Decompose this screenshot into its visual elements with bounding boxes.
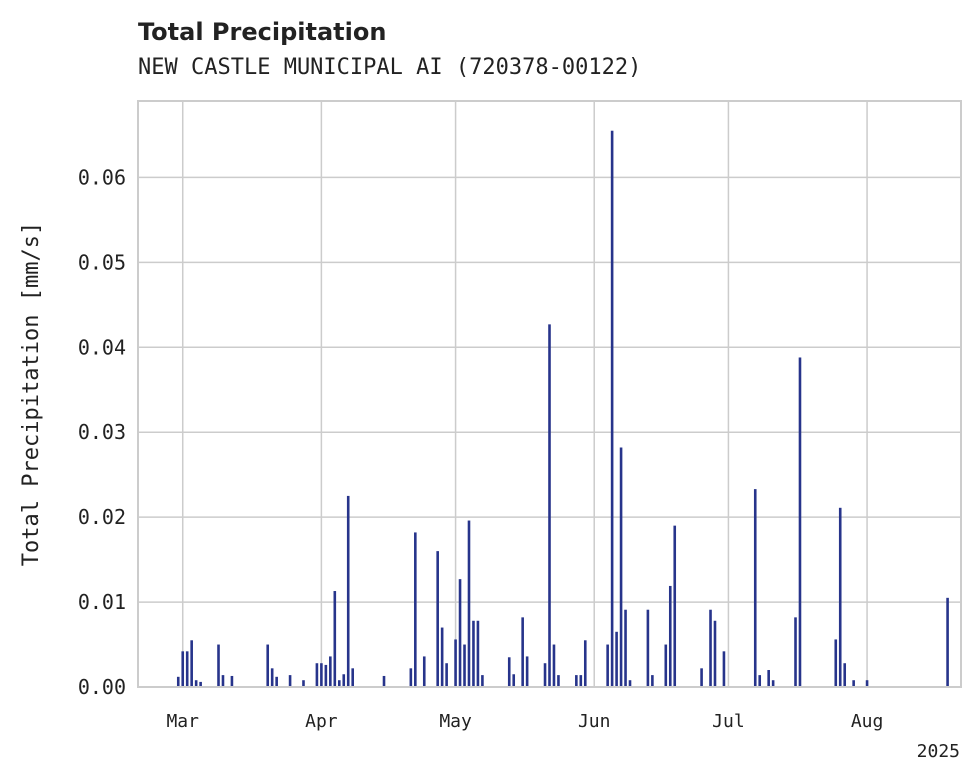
precipitation-bar — [436, 551, 439, 687]
precipitation-bar — [583, 640, 587, 687]
precipitation-bar — [199, 681, 202, 687]
bar-series — [176, 130, 949, 688]
precipitation-bar — [467, 520, 471, 687]
precipitation-bar — [557, 675, 560, 687]
chart-title: Total Precipitation — [138, 18, 386, 46]
precipitation-bar — [445, 663, 448, 687]
precipitation-bar — [664, 644, 668, 687]
precipitation-bar — [651, 675, 654, 687]
precipitation-bar — [700, 668, 703, 687]
precipitation-bar — [838, 507, 842, 687]
year-label: 2025 — [917, 741, 960, 762]
precipitation-bar — [543, 663, 547, 687]
precipitation-bar — [753, 489, 757, 687]
precipitation-bar — [552, 644, 556, 687]
precipitation-bar — [709, 609, 712, 687]
precipitation-bar — [843, 663, 847, 687]
precipitation-bar — [230, 675, 234, 687]
y-tick-label: 0.04 — [78, 335, 126, 359]
precipitation-bar — [624, 609, 627, 687]
precipitation-bar — [463, 644, 466, 687]
precipitation-bar — [194, 680, 198, 687]
precipitation-bar — [458, 579, 462, 687]
precipitation-bar — [351, 668, 354, 687]
precipitation-bar — [185, 651, 189, 687]
precipitation-bar — [181, 651, 185, 687]
precipitation-bar — [320, 663, 323, 687]
precipitation-bar — [512, 674, 516, 687]
precipitation-bar — [409, 668, 413, 687]
precipitation-bar — [521, 617, 524, 687]
precipitation-bar — [865, 680, 869, 687]
precipitation-bar — [315, 663, 319, 687]
precipitation-bar — [270, 668, 274, 687]
precipitation-bar — [217, 644, 220, 687]
chart-subtitle: NEW CASTLE MUNICIPAL AI (720378-00122) — [138, 55, 641, 80]
precipitation-bar — [771, 680, 775, 687]
precipitation-bar — [794, 617, 797, 687]
precipitation-bar — [481, 675, 484, 687]
x-tick-label: Aug — [851, 711, 884, 732]
y-tick-label: 0.02 — [78, 505, 126, 529]
precipitation-bar — [628, 680, 632, 687]
precipitation-bar — [414, 532, 417, 687]
precipitation-bar — [646, 609, 650, 687]
precipitation-bar — [834, 639, 838, 687]
precipitation-bar — [758, 675, 762, 687]
precipitation-bar — [575, 675, 578, 687]
precipitation-bar — [422, 656, 426, 687]
precipitation-bar — [176, 676, 180, 687]
precipitation-bar — [266, 644, 270, 687]
precipitation-bar — [472, 620, 475, 687]
x-tick-label: Apr — [305, 711, 338, 732]
precipitation-bar — [337, 680, 341, 687]
y-tick-label: 0.01 — [78, 590, 126, 614]
x-tick-label: Jun — [578, 711, 611, 732]
precipitation-bar — [548, 324, 551, 687]
precipitation-bar — [668, 585, 672, 687]
y-tick-label: 0.06 — [78, 165, 126, 189]
y-axis-label: Total Precipitation [mm/s] — [19, 222, 44, 566]
precipitation-bar — [329, 656, 332, 687]
precipitation-bar — [722, 651, 726, 687]
precipitation-bar — [221, 675, 225, 687]
precipitation-bar — [619, 447, 623, 687]
precipitation-bar — [713, 620, 717, 687]
precipitation-bar — [382, 675, 386, 687]
precipitation-bar — [579, 675, 583, 687]
precipitation-bar — [673, 525, 677, 687]
precipitation-bar — [454, 639, 457, 687]
x-tick-label: May — [439, 711, 472, 732]
y-tick-label: 0.05 — [78, 250, 126, 274]
precipitation-bar — [615, 631, 618, 687]
y-tick-label: 0.03 — [78, 420, 126, 444]
precipitation-bar — [610, 130, 614, 688]
precipitation-bar — [798, 357, 802, 687]
precipitation-bar — [525, 656, 529, 687]
plot-frame — [137, 100, 962, 688]
y-axis-ticks: 0.00 0.01 0.02 0.03 0.04 0.05 0.06 — [78, 165, 126, 699]
x-tick-label: Mar — [166, 711, 199, 732]
precipitation-bar — [190, 640, 193, 687]
precipitation-bar — [767, 670, 770, 687]
precipitation-bar — [507, 657, 511, 687]
precipitation-bar — [476, 620, 480, 687]
precipitation-bar — [342, 674, 346, 687]
precipitation-bar — [946, 597, 949, 687]
y-tick-label: 0.00 — [78, 675, 126, 699]
precipitation-bar — [606, 644, 609, 687]
precipitation-bar — [302, 680, 305, 687]
precipitation-bar — [852, 680, 855, 687]
precipitation-bar — [346, 495, 350, 687]
precipitation-bar — [288, 675, 292, 687]
x-tick-label: Jul — [712, 711, 745, 732]
precipitation-bar — [333, 591, 337, 687]
precipitation-bar — [324, 664, 328, 687]
precipitation-bar — [440, 627, 444, 687]
x-axis-ticks: Mar Apr May Jun Jul Aug — [166, 711, 883, 732]
precipitation-bar — [275, 676, 278, 687]
